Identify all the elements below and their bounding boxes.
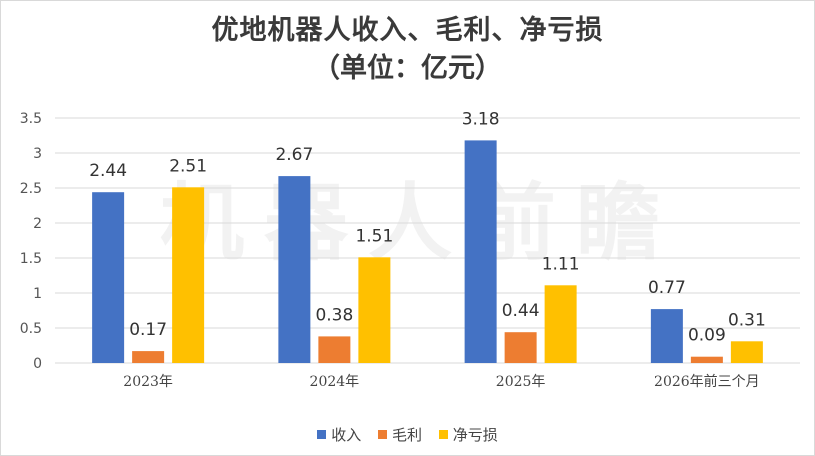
y-tick-label: 1.5 [20, 251, 42, 267]
data-label: 2.51 [169, 156, 207, 176]
legend-item-gross-profit: 毛利 [377, 424, 422, 445]
chart-title: 优地机器人收入、毛利、净亏损 [211, 15, 604, 46]
data-label: 0.38 [315, 305, 353, 325]
y-tick-label: 3 [33, 146, 42, 162]
legend-item-revenue: 收入 [317, 424, 361, 445]
bar [318, 336, 351, 363]
chart-subtitle: （单位：亿元） [313, 53, 502, 84]
data-label: 1.51 [355, 226, 393, 246]
data-label: 2.44 [89, 161, 127, 181]
data-label: 0.09 [688, 326, 726, 346]
data-label: 0.17 [129, 320, 167, 340]
data-label: 1.11 [542, 254, 580, 274]
legend-swatch-net-loss [438, 430, 448, 439]
data-label: 2.67 [275, 145, 313, 165]
bar [690, 356, 723, 363]
bar [92, 192, 125, 363]
y-tick-label: 0.5 [20, 321, 42, 337]
x-tick-label: 2026年前三个月 [654, 373, 760, 390]
y-tick-label: 2.5 [20, 181, 42, 197]
bar [650, 309, 683, 363]
legend: 收入 毛利 净亏损 [0, 424, 815, 445]
y-tick-label: 1 [33, 286, 42, 302]
bar [544, 285, 577, 363]
legend-swatch-gross-profit [377, 430, 387, 439]
y-tick-label: 2 [33, 216, 42, 232]
data-label: 3.18 [462, 109, 500, 129]
bar [278, 176, 311, 363]
x-tick-label: 2023年 [123, 374, 173, 390]
legend-swatch-revenue [317, 430, 327, 439]
y-tick-label: 3.5 [20, 111, 42, 127]
y-tick-label: 0 [33, 356, 42, 372]
data-label: 0.31 [728, 310, 766, 330]
x-tick-label: 2024年 [310, 374, 360, 390]
bar [132, 351, 165, 363]
legend-item-net-loss: 净亏损 [438, 424, 498, 445]
bar [730, 341, 763, 363]
bar [358, 257, 391, 363]
x-tick-label: 2025年 [496, 374, 546, 390]
legend-label-net-loss: 净亏损 [452, 426, 498, 444]
data-label: 0.44 [502, 301, 540, 321]
bar [172, 187, 205, 363]
bar [504, 332, 537, 363]
legend-label-revenue: 收入 [331, 426, 362, 444]
data-label: 0.77 [648, 278, 686, 298]
legend-label-gross-profit: 毛利 [391, 426, 422, 444]
bar [464, 140, 497, 363]
